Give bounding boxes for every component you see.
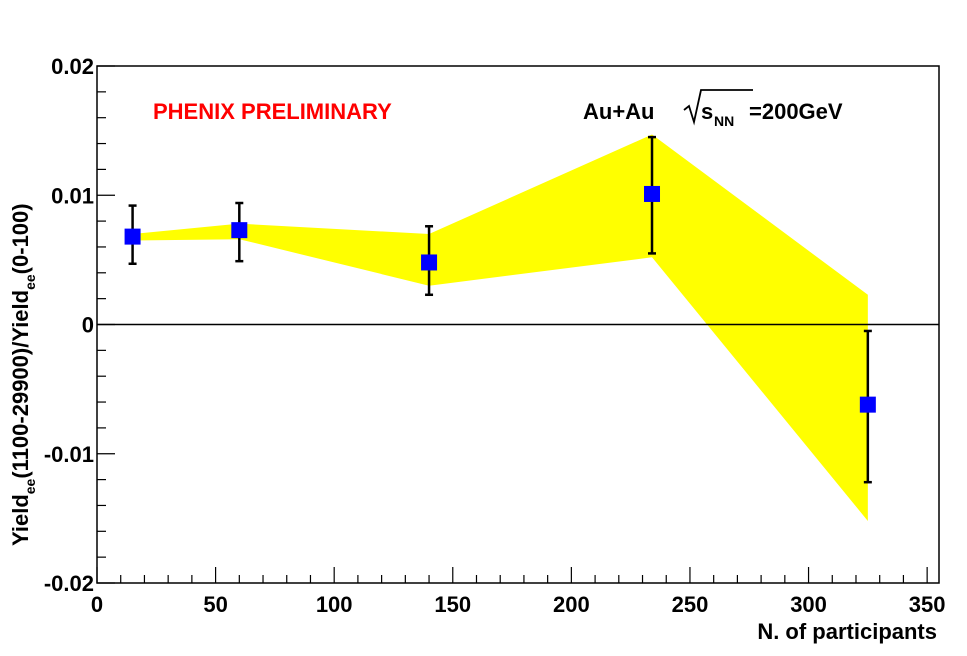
systematic-band <box>132 134 868 521</box>
system-energy: =200GeV <box>749 99 843 124</box>
system-s: s <box>701 99 713 124</box>
y-tick-label: 0 <box>82 313 94 338</box>
data-point <box>124 228 141 245</box>
y-axis: -0.02 -0.01 0 0.01 0.02 <box>44 54 115 596</box>
x-tick-label: 300 <box>790 592 827 617</box>
data-point <box>644 185 661 202</box>
x-tick-label: 0 <box>91 592 103 617</box>
data-point <box>859 396 876 413</box>
collision-system-label: Au+Au s NN =200GeV <box>583 89 843 129</box>
y-title-sub1: ee <box>22 478 38 494</box>
y-tick-label: 0.01 <box>51 183 94 208</box>
x-tick-label: 350 <box>909 592 946 617</box>
y-tick-label: 0.02 <box>51 54 94 79</box>
y-tick-label: -0.01 <box>44 442 94 467</box>
x-tick-label: 250 <box>672 592 709 617</box>
y-axis-title: Yieldee(1100-29900)/Yieldee(0-100) <box>8 203 38 546</box>
data-point <box>421 254 438 271</box>
system-prefix: Au+Au <box>583 99 655 124</box>
y-title-part3: (0-100) <box>8 203 33 274</box>
x-axis-title: N. of participants <box>757 619 937 644</box>
markers-layer <box>124 185 876 413</box>
y-title-part2: (1100-29900)/Yield <box>8 290 33 479</box>
sqrt-sign <box>683 89 753 126</box>
y-title-sub2: ee <box>22 274 38 290</box>
x-tick-label: 150 <box>434 592 471 617</box>
preliminary-label: PHENIX PRELIMINARY <box>153 99 392 124</box>
systematic-band-layer <box>132 134 868 521</box>
y-title-part1: Yield <box>8 494 33 546</box>
system-subscript: NN <box>714 113 734 129</box>
x-tick-label: 200 <box>553 592 590 617</box>
x-tick-label: 50 <box>203 592 227 617</box>
x-axis: 0 50 100 150 200 250 300 350 <box>91 567 946 617</box>
y-tick-label: -0.02 <box>44 571 94 596</box>
x-tick-label: 100 <box>316 592 353 617</box>
data-point <box>231 222 248 239</box>
